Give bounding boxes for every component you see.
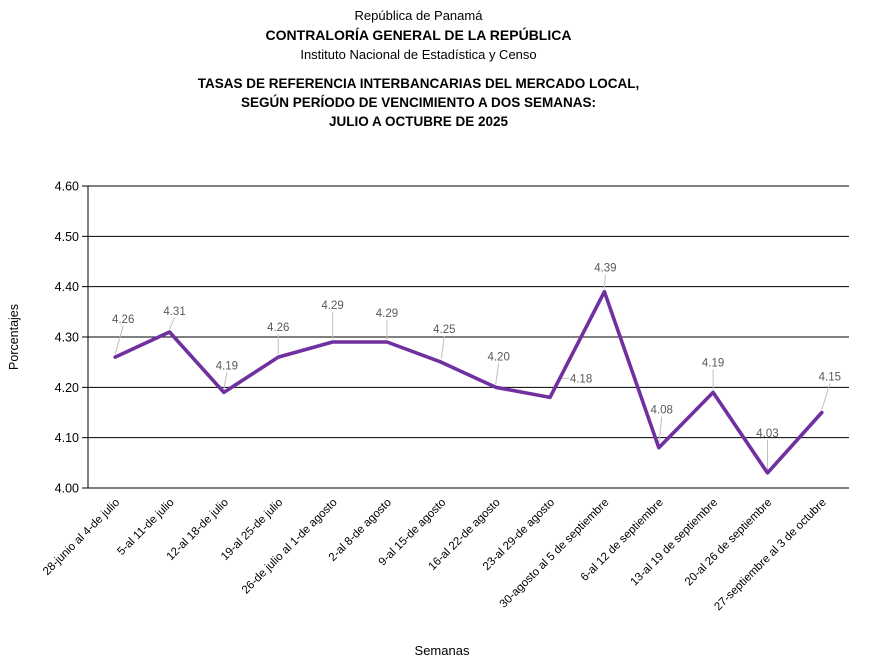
y-tick-label: 4.20 xyxy=(55,381,79,395)
data-point-label: 4.19 xyxy=(216,360,238,372)
data-label-leader-line xyxy=(821,383,831,410)
data-label-leader-line xyxy=(169,317,175,330)
y-tick-label: 4.40 xyxy=(55,280,79,294)
y-tick-label: 4.10 xyxy=(55,431,79,445)
report-header: República de Panamá CONTRALORÍA GENERAL … xyxy=(0,6,837,64)
header-department: Instituto Nacional de Estadística y Cens… xyxy=(300,47,537,62)
data-label-leader-line xyxy=(495,363,500,385)
chart-title-line3: JULIO A OCTUBRE DE 2025 xyxy=(328,114,509,129)
data-label-leader-line xyxy=(658,416,663,445)
data-point-label: 4.31 xyxy=(163,306,185,318)
data-point-label: 4.08 xyxy=(651,405,673,417)
x-tick-label: 26-de julio al 1-de agosto xyxy=(240,497,340,597)
chart-title-line1: TASAS DE REFERENCIA INTERBANCARIAS DEL M… xyxy=(197,76,640,91)
data-point-label: 4.25 xyxy=(433,324,455,336)
chart-title: TASAS DE REFERENCIA INTERBANCARIAS DEL M… xyxy=(0,74,837,131)
data-label-leader-line xyxy=(114,325,124,355)
x-axis-title: Semanas xyxy=(415,643,470,658)
data-label-leader-line xyxy=(603,274,606,289)
data-point-label: 4.29 xyxy=(321,300,343,312)
y-tick-label: 4.50 xyxy=(55,230,79,244)
x-tick-label: 28-junio al 4-de julio xyxy=(41,497,122,578)
x-tick-label: 27-septiembre al 3 de octubre xyxy=(712,497,829,614)
series-line xyxy=(113,289,824,475)
data-point-label: 4.20 xyxy=(487,351,509,363)
data-point-label: 4.18 xyxy=(570,373,592,385)
data-point-label: 4.19 xyxy=(702,357,724,369)
y-axis-title: Porcentajes xyxy=(7,304,21,370)
data-point-label: 4.03 xyxy=(756,428,778,440)
data-point-label: 4.29 xyxy=(376,308,398,320)
x-tick-label: 30-agosto al 5 de septiembre xyxy=(498,497,612,611)
header-institution: CONTRALORÍA GENERAL DE LA REPÚBLICA xyxy=(265,27,572,43)
data-point-label: 4.15 xyxy=(819,372,841,384)
y-tick-label: 4.30 xyxy=(55,331,79,345)
x-tick-label: 5-al 11-de julio xyxy=(115,497,176,558)
data-point-label: 4.26 xyxy=(267,322,289,334)
header-country: República de Panamá xyxy=(354,8,483,23)
y-tick-label: 4.60 xyxy=(55,180,79,194)
data-label-leader-line xyxy=(223,372,228,390)
y-tick-label: 4.00 xyxy=(55,482,79,496)
data-point-label: 4.26 xyxy=(112,314,134,326)
chart-title-line2: SEGÚN PERÍODO DE VENCIMIENTO A DOS SEMAN… xyxy=(240,95,597,110)
data-label-leader-line xyxy=(440,336,445,360)
data-point-label: 4.39 xyxy=(594,263,616,275)
